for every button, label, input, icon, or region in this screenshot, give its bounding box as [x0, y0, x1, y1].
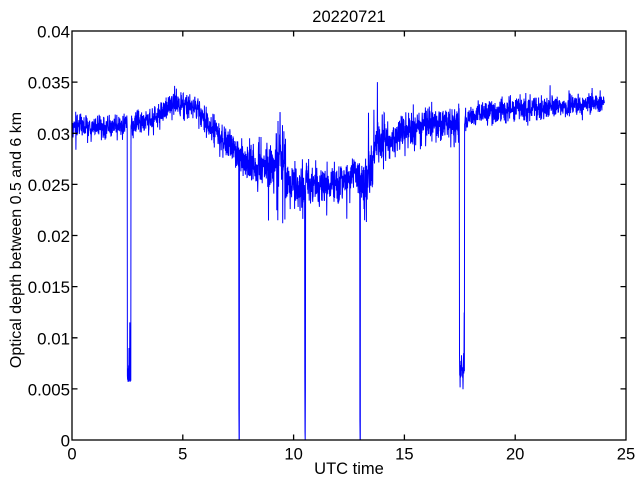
svg-text:15: 15 — [395, 444, 413, 463]
svg-text:0.01: 0.01 — [37, 329, 70, 348]
svg-text:Optical depth between 0.5 and: Optical depth between 0.5 and 6 km — [8, 112, 25, 368]
svg-text:20: 20 — [506, 444, 524, 463]
svg-text:5: 5 — [178, 444, 187, 463]
svg-text:UTC time: UTC time — [314, 460, 384, 478]
svg-text:0.02: 0.02 — [37, 227, 70, 246]
svg-text:0.035: 0.035 — [28, 74, 70, 93]
svg-text:0: 0 — [67, 444, 76, 463]
svg-text:0.025: 0.025 — [28, 176, 70, 195]
svg-text:0: 0 — [61, 432, 70, 451]
svg-text:0.015: 0.015 — [28, 278, 70, 297]
svg-text:25: 25 — [617, 444, 635, 463]
svg-text:20220721: 20220721 — [312, 8, 385, 26]
svg-text:0.005: 0.005 — [28, 381, 70, 400]
svg-text:0.04: 0.04 — [37, 23, 70, 42]
svg-text:0.03: 0.03 — [37, 125, 70, 144]
svg-text:10: 10 — [284, 444, 302, 463]
